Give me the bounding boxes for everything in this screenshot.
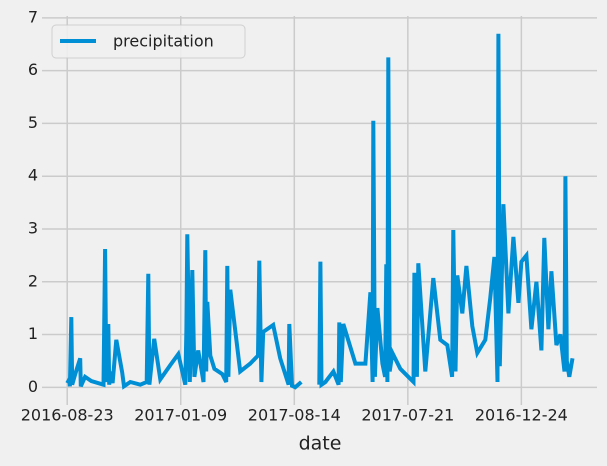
y-tick-label: 2 xyxy=(28,271,38,290)
y-tick-label: 4 xyxy=(28,166,38,185)
y-tick-label: 3 xyxy=(28,218,38,237)
legend-label: precipitation xyxy=(113,32,214,51)
labels: 0 1 2 3 4 5 6 7 2016-08-23 2017-01-09 2017-08-14 20… xyxy=(21,7,568,424)
x-tick-label: 2016-08-23 xyxy=(21,406,114,425)
y-tick-label: 6 xyxy=(28,60,38,79)
x-tick-label: 2017-07-21 xyxy=(361,406,454,425)
y-tick-label: 0 xyxy=(28,377,38,396)
x-tick-label: 2016-12-24 xyxy=(475,406,568,425)
legend-box xyxy=(51,24,246,59)
data-line xyxy=(65,33,575,390)
x-axis-label: date xyxy=(299,433,342,455)
plot xyxy=(65,33,575,390)
x-tick-label: 2017-08-14 xyxy=(248,406,341,425)
y-tick-label: 1 xyxy=(28,324,38,343)
legend: precipitation xyxy=(51,24,246,59)
y-tick-label: 7 xyxy=(28,7,38,26)
y-tick-label: 5 xyxy=(28,113,38,132)
x-tick-label: 2017-01-09 xyxy=(134,406,227,425)
